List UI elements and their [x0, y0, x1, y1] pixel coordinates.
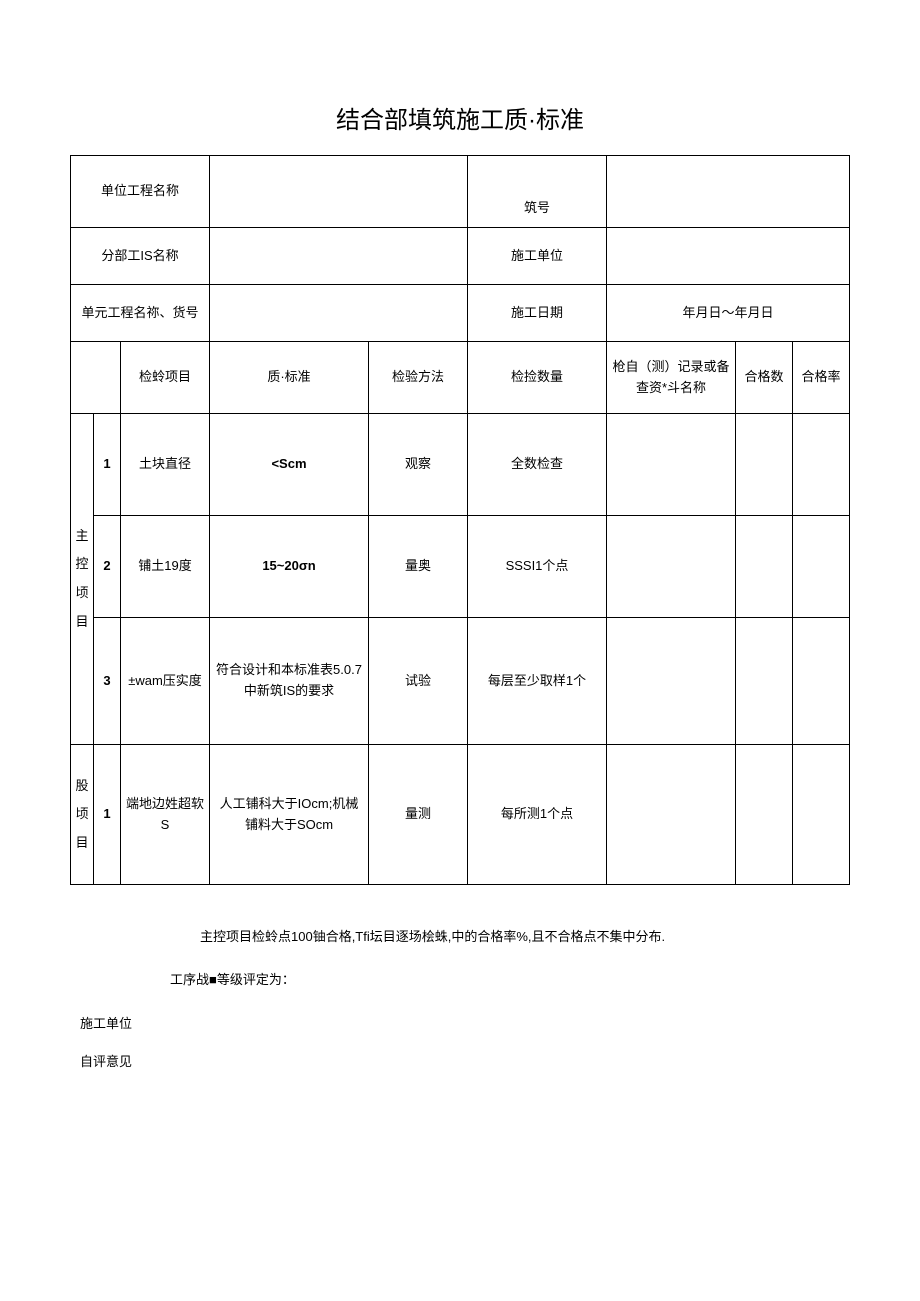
cell-rec — [607, 516, 736, 618]
unit-project-label: 单位工程名称 — [71, 156, 210, 228]
general-item-label: 股顷目 — [71, 745, 94, 885]
column-header-row: 检蛉项目 质·标准 检验方法 检捡数量 枪自（测）记录或备查资*斗名称 合格数 … — [71, 342, 850, 414]
build-no-value — [607, 156, 850, 228]
cell-method: 观察 — [369, 414, 468, 516]
cell-pass — [736, 516, 793, 618]
col-standard: 质·标准 — [210, 342, 369, 414]
cell-rate — [793, 414, 850, 516]
footer-line-3: 施工单位 — [70, 1012, 850, 1035]
cell-rec — [607, 745, 736, 885]
row-num: 1 — [94, 414, 121, 516]
cell-method: 试验 — [369, 618, 468, 745]
col-qty: 检捡数量 — [468, 342, 607, 414]
subproject-value — [210, 228, 468, 285]
col-rate: 合格率 — [793, 342, 850, 414]
table-row: 2 铺土19度 15~20σn 量奥 SSSI1个点 — [71, 516, 850, 618]
date-label: 施工日期 — [468, 285, 607, 342]
table-row: 股顷目 1 端地边姓超软S 人工铺科大于IOcm;机械铺料大于SOcm 量测 每… — [71, 745, 850, 885]
cell-item: 端地边姓超软S — [121, 745, 210, 885]
row-num: 1 — [94, 745, 121, 885]
page-title: 结合部填筑施工质·标准 — [70, 100, 850, 135]
footer-line-4: 自评意见 — [70, 1050, 850, 1073]
row-num: 2 — [94, 516, 121, 618]
cell-rate — [793, 516, 850, 618]
cell-item: 铺土19度 — [121, 516, 210, 618]
cell-std: <Scm — [210, 414, 369, 516]
cell-rec — [607, 414, 736, 516]
row-num: 3 — [94, 618, 121, 745]
cell-item: 土块直径 — [121, 414, 210, 516]
col-record: 枪自（测）记录或备查资*斗名称 — [607, 342, 736, 414]
cell-qty: 全数检查 — [468, 414, 607, 516]
main-control-label: 主控顷目 — [71, 414, 94, 745]
cell-method: 量测 — [369, 745, 468, 885]
cell-pass — [736, 618, 793, 745]
table-row: 主控顷目 1 土块直径 <Scm 观察 全数检查 — [71, 414, 850, 516]
cell-qty: SSSI1个点 — [468, 516, 607, 618]
cell-std: 符合设计和本标准表5.0.7中新筑IS的要求 — [210, 618, 369, 745]
footer-line-2: 工序战■等级评定为： — [70, 968, 850, 991]
header-row-3: 单元工程名祢、货号 施工日期 年月日〜年月日 — [71, 285, 850, 342]
subproject-label: 分部工IS名称 — [71, 228, 210, 285]
cell-method: 量奥 — [369, 516, 468, 618]
cell-pass — [736, 745, 793, 885]
header-row-1: 单位工程名称 筑号 — [71, 156, 850, 228]
main-table: 单位工程名称 筑号 分部工IS名称 施工单位 单元工程名祢、货号 施工日期 年月… — [70, 155, 850, 885]
cell-pass — [736, 414, 793, 516]
unit-name-value — [210, 285, 468, 342]
col-item: 检蛉项目 — [121, 342, 210, 414]
date-value: 年月日〜年月日 — [607, 285, 850, 342]
cell-qty: 每所测1个点 — [468, 745, 607, 885]
col-pass: 合格数 — [736, 342, 793, 414]
unit-name-label: 单元工程名祢、货号 — [71, 285, 210, 342]
cell-rate — [793, 618, 850, 745]
col-blank — [71, 342, 121, 414]
cell-std: 15~20σn — [210, 516, 369, 618]
footer-text: 主控项目检蛉点100铀合格,Tfi坛目逐场桧蛛,中的合格率%,且不合格点不集中分… — [70, 925, 850, 1074]
footer-line-1: 主控项目检蛉点100铀合格,Tfi坛目逐场桧蛛,中的合格率%,且不合格点不集中分… — [70, 925, 850, 948]
header-row-2: 分部工IS名称 施工单位 — [71, 228, 850, 285]
col-method: 检验方法 — [369, 342, 468, 414]
cell-item: ±wam压实度 — [121, 618, 210, 745]
contractor-value — [607, 228, 850, 285]
cell-std: 人工铺科大于IOcm;机械铺料大于SOcm — [210, 745, 369, 885]
cell-rec — [607, 618, 736, 745]
contractor-label: 施工单位 — [468, 228, 607, 285]
cell-qty: 每层至少取样1个 — [468, 618, 607, 745]
unit-project-value — [210, 156, 468, 228]
build-no-label: 筑号 — [468, 156, 607, 228]
table-row: 3 ±wam压实度 符合设计和本标准表5.0.7中新筑IS的要求 试验 每层至少… — [71, 618, 850, 745]
cell-rate — [793, 745, 850, 885]
